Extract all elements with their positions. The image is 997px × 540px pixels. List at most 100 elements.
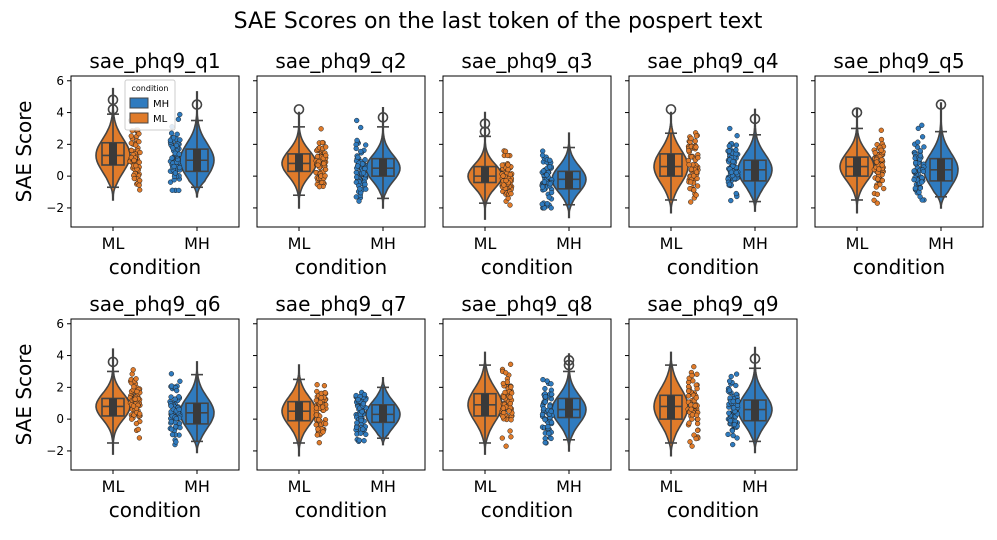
strip-point xyxy=(694,385,700,392)
strip-point xyxy=(506,408,512,414)
inner-box xyxy=(193,149,201,172)
strip-point xyxy=(540,376,546,383)
violin-mh xyxy=(725,108,773,212)
x-axis-label: condition xyxy=(853,255,945,279)
strip-point xyxy=(318,395,324,401)
panel-frame xyxy=(70,75,240,228)
x-tick-label: MH xyxy=(742,234,768,253)
x-tick-label: MH xyxy=(184,234,210,253)
strip-point xyxy=(175,116,182,122)
strip-point xyxy=(322,173,328,179)
strip-point xyxy=(177,111,183,118)
strip-point xyxy=(130,367,136,373)
strip-point xyxy=(358,124,364,131)
strip-point xyxy=(173,142,180,149)
violin-mh xyxy=(725,346,773,454)
panel-frame xyxy=(442,75,612,228)
strip-point xyxy=(316,184,323,190)
strip-point xyxy=(730,405,737,411)
strip-point xyxy=(356,437,362,443)
inner-box xyxy=(481,393,489,416)
strip-point xyxy=(176,187,182,194)
strip-point xyxy=(540,168,547,174)
strip-point xyxy=(137,177,143,184)
strip-point xyxy=(542,385,548,392)
strip-point xyxy=(734,133,740,139)
panel-frame xyxy=(442,318,612,471)
strip-point xyxy=(319,139,326,146)
strip-point xyxy=(727,418,734,424)
strip-point xyxy=(354,117,360,124)
y-axis-label: SAE Score xyxy=(12,344,36,446)
y-tick-label: 2 xyxy=(56,380,64,394)
strip-point xyxy=(319,404,326,410)
strip-point xyxy=(548,205,554,211)
outlier-point xyxy=(479,126,491,137)
strip-point xyxy=(541,179,548,185)
strip-point xyxy=(686,162,692,168)
strip-point xyxy=(507,202,513,208)
strip-point xyxy=(354,420,360,426)
panel-title: sae_phq9_q4 xyxy=(647,49,778,73)
strip-point xyxy=(539,411,546,418)
panel-sae_phq9_q6: sae_phq9_q6 −2 0 2 4 6 SAE Score ML MH condition xyxy=(12,292,240,522)
panel-title: sae_phq9_q2 xyxy=(275,49,406,73)
strip-point xyxy=(172,396,178,402)
panel-frame xyxy=(814,75,984,228)
outlier-point xyxy=(935,99,947,110)
violin-mh xyxy=(353,107,401,209)
x-axis-label: condition xyxy=(481,498,573,522)
strip-point xyxy=(355,163,361,169)
y-tick-label: 2 xyxy=(56,137,64,151)
strip-point xyxy=(919,179,925,185)
strip-point xyxy=(355,396,361,403)
inner-box xyxy=(193,403,201,424)
strip-point xyxy=(500,173,506,179)
strip-point xyxy=(726,181,733,187)
panel-frame xyxy=(628,318,798,471)
strip-point xyxy=(547,157,553,163)
strip-point xyxy=(726,148,732,154)
strip-point xyxy=(693,435,699,442)
strip-point xyxy=(872,150,878,156)
x-tick-label: MH xyxy=(370,234,396,253)
panel-frame xyxy=(256,318,426,471)
strip-point xyxy=(878,147,884,153)
panel-title: sae_phq9_q6 xyxy=(89,292,220,316)
strip-point xyxy=(176,406,182,413)
y-tick-label: 6 xyxy=(56,317,64,331)
strip-point xyxy=(685,393,692,399)
strip-point xyxy=(508,417,514,423)
strip-point xyxy=(353,174,360,180)
strip-point xyxy=(693,192,699,198)
strip-point xyxy=(505,162,511,168)
strip-point xyxy=(542,394,549,400)
x-tick-label: MH xyxy=(556,477,582,496)
strip-point xyxy=(691,187,697,193)
outlier-point xyxy=(749,353,761,365)
strip-point xyxy=(137,187,143,193)
strip-point xyxy=(874,191,881,197)
strip-point xyxy=(323,144,329,150)
strip-point xyxy=(505,166,511,173)
x-tick-label: ML xyxy=(288,234,311,253)
strip-point xyxy=(919,134,926,140)
strip-point xyxy=(502,148,509,154)
strip-point xyxy=(733,190,739,197)
strip-point xyxy=(694,420,701,427)
inner-box xyxy=(565,171,573,189)
violin-mh xyxy=(167,91,215,198)
strip-point xyxy=(920,168,927,175)
strip-point xyxy=(357,186,363,192)
outlier-point xyxy=(749,113,761,125)
inner-box xyxy=(667,153,675,177)
strip-point xyxy=(136,435,143,441)
inner-box xyxy=(565,398,573,418)
strip-point xyxy=(363,186,369,192)
strip-point xyxy=(549,391,555,397)
strip-point xyxy=(167,179,174,185)
inner-box xyxy=(379,158,387,177)
legend-label: ML xyxy=(153,114,168,125)
panel-sae_phq9_q2: sae_phq9_q2 ML MH condition xyxy=(253,49,426,279)
